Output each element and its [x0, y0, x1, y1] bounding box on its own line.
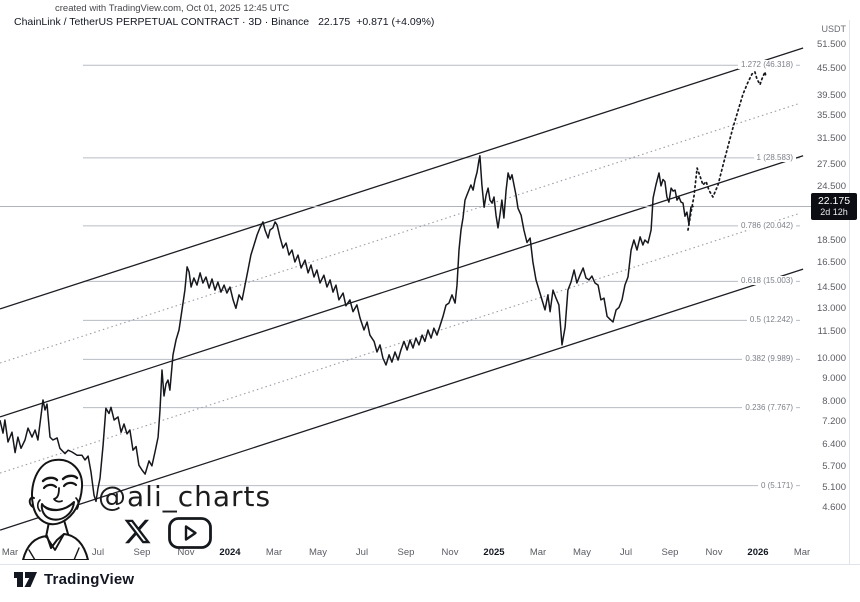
price-tick-label: 51.500	[816, 39, 846, 50]
bar-countdown: 2d 12h	[820, 207, 848, 217]
price-tick-label: 11.500	[817, 326, 846, 337]
time-tick-label: Mar	[265, 547, 283, 558]
channel-line-solid[interactable]	[0, 47, 804, 310]
time-tick-label: May	[573, 547, 591, 558]
fib-level-label: 1 (28.583)	[753, 153, 796, 162]
watermark-handle: @ali_charts	[98, 480, 272, 513]
price-line-series[interactable]	[0, 154, 694, 503]
time-tick-label: Mar	[529, 547, 547, 558]
fib-level-label: 0.382 (9.989)	[742, 354, 796, 363]
time-tick-label: 2026	[747, 547, 769, 558]
channel-line-solid[interactable]	[0, 155, 804, 418]
channel-line-dotted[interactable]	[0, 102, 800, 364]
current-price-value: 22.175	[817, 195, 851, 207]
price-tick-label: 31.500	[816, 133, 846, 144]
time-tick-label: Sep	[133, 547, 151, 558]
fib-level-label: 0.5 (12.242)	[746, 315, 796, 324]
price-tick-label: 9.000	[822, 373, 846, 384]
time-tick-label: Nov	[441, 547, 459, 558]
tradingview-logo-mark	[14, 571, 37, 587]
price-tick-label: 13.000	[816, 303, 846, 314]
time-tick-label: Sep	[397, 547, 415, 558]
price-tick-label: 6.400	[822, 439, 846, 450]
last-price: 22.175	[318, 16, 351, 28]
price-tick-label: 5.700	[822, 461, 846, 472]
time-tick-label: Sep	[661, 547, 679, 558]
current-price-badge: 22.175 2d 12h	[811, 193, 857, 220]
price-tick-label: 24.500	[816, 181, 846, 192]
tradingview-logo[interactable]: TradingView	[14, 571, 134, 588]
projection-path[interactable]	[687, 71, 767, 231]
symbol-title: ChainLink / TetherUS PERPETUAL CONTRACT …	[14, 16, 310, 28]
x-icon	[124, 519, 151, 544]
time-tick-label: Jul	[91, 547, 105, 558]
price-tick-label: 14.500	[816, 282, 846, 293]
price-tick-label: 8.000	[822, 396, 846, 407]
youtube-icon	[168, 517, 212, 549]
price-tick-label: 5.100	[822, 482, 846, 493]
channel-line-solid[interactable]	[0, 268, 804, 531]
time-tick-label: 2024	[219, 547, 241, 558]
fib-level-label: 0.786 (20.042)	[737, 221, 796, 230]
fib-level-label: 0 (5.171)	[757, 481, 796, 490]
price-tick-label: 4.600	[822, 502, 846, 513]
time-tick-label: Mar	[1, 547, 19, 558]
time-tick-label: Jul	[355, 547, 369, 558]
channel-line-dotted[interactable]	[0, 212, 800, 474]
price-tick-label: 10.000	[816, 353, 846, 364]
time-tick-label: Nov	[705, 547, 723, 558]
price-tick-label: 7.200	[822, 416, 846, 427]
tradingview-logo-text: TradingView	[44, 571, 135, 588]
price-scale-unit: USDT	[821, 24, 847, 34]
time-tick-label: Nov	[177, 547, 195, 558]
price-tick-label: 39.500	[816, 90, 846, 101]
chart-legend: ChainLink / TetherUS PERPETUAL CONTRACT …	[14, 16, 434, 28]
fib-level-label: 1.272 (46.318)	[737, 60, 796, 69]
time-tick-label: Jul	[619, 547, 633, 558]
price-tick-label: 35.500	[816, 110, 846, 121]
fib-level-label: 0.236 (7.767)	[742, 403, 796, 412]
time-tick-label: Mar	[793, 547, 811, 558]
ali-face-illustration	[22, 458, 89, 560]
time-tick-label: May	[309, 547, 327, 558]
snapshot-credit: created with TradingView.com, Oct 01, 20…	[55, 3, 290, 14]
time-tick-label: 2025	[483, 547, 505, 558]
price-tick-label: 16.500	[816, 257, 846, 268]
price-tick-label: 45.500	[816, 63, 846, 74]
price-tick-label: 27.500	[816, 159, 846, 170]
price-tick-label: 18.500	[816, 235, 846, 246]
fib-level-label: 0.618 (15.003)	[737, 276, 796, 285]
price-change: +0.871 (+4.09%)	[356, 16, 435, 28]
